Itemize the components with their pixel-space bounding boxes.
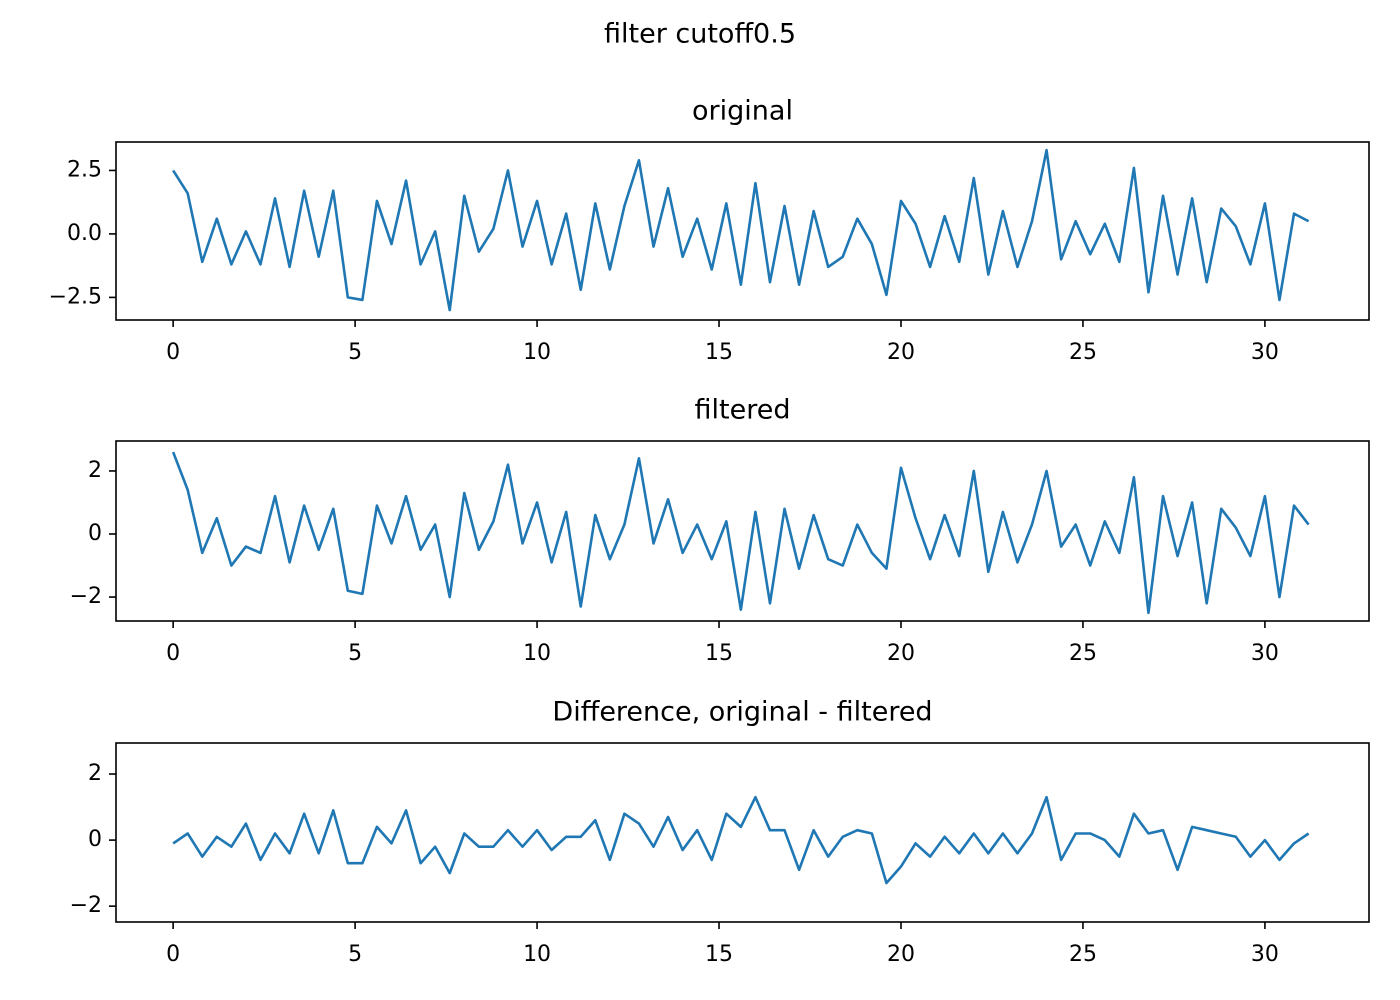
data-line bbox=[172, 148, 1310, 312]
axes-frame bbox=[115, 742, 1370, 923]
x-tick-label: 15 bbox=[705, 641, 733, 666]
x-tick-label: 25 bbox=[1069, 340, 1097, 365]
subplot-title: original bbox=[692, 96, 793, 127]
x-tick-label: 10 bbox=[523, 942, 551, 967]
x-tick-label: 25 bbox=[1069, 641, 1097, 666]
y-tick-label: 0 bbox=[88, 521, 102, 546]
y-tick-label: 0 bbox=[88, 827, 102, 852]
x-tick-label: 0 bbox=[166, 942, 180, 967]
y-tick-label: 2.5 bbox=[67, 157, 102, 182]
data-line bbox=[171, 451, 1310, 615]
x-tick-label: 15 bbox=[705, 340, 733, 365]
x-tick-label: 25 bbox=[1069, 942, 1097, 967]
y-tick-label: −2 bbox=[70, 584, 102, 609]
axes-frame bbox=[115, 440, 1370, 622]
x-tick-label: 5 bbox=[348, 641, 362, 666]
x-tick-label: 20 bbox=[887, 942, 915, 967]
figure-title: filter cutoff0.5 bbox=[604, 19, 796, 50]
x-tick-label: 30 bbox=[1251, 340, 1279, 365]
x-tick-label: 15 bbox=[705, 942, 733, 967]
x-tick-label: 0 bbox=[166, 641, 180, 666]
subplot-title: Difference, original - filtered bbox=[552, 697, 932, 728]
x-tick-label: 20 bbox=[887, 641, 915, 666]
x-tick-label: 20 bbox=[887, 340, 915, 365]
x-tick-label: 30 bbox=[1251, 942, 1279, 967]
x-tick-label: 30 bbox=[1251, 641, 1279, 666]
x-tick-label: 10 bbox=[523, 340, 551, 365]
data-line bbox=[172, 795, 1310, 885]
x-tick-label: 5 bbox=[348, 340, 362, 365]
x-tick-label: 0 bbox=[166, 340, 180, 365]
y-tick-label: 2 bbox=[88, 458, 102, 483]
subplot-title: filtered bbox=[695, 395, 791, 426]
x-tick-label: 5 bbox=[348, 942, 362, 967]
x-tick-label: 10 bbox=[523, 641, 551, 666]
y-tick-label: 2 bbox=[88, 761, 102, 786]
y-tick-label: −2 bbox=[70, 893, 102, 918]
y-tick-label: 0.0 bbox=[67, 221, 102, 246]
axes-frame bbox=[115, 141, 1370, 321]
y-tick-label: −2.5 bbox=[49, 284, 102, 309]
